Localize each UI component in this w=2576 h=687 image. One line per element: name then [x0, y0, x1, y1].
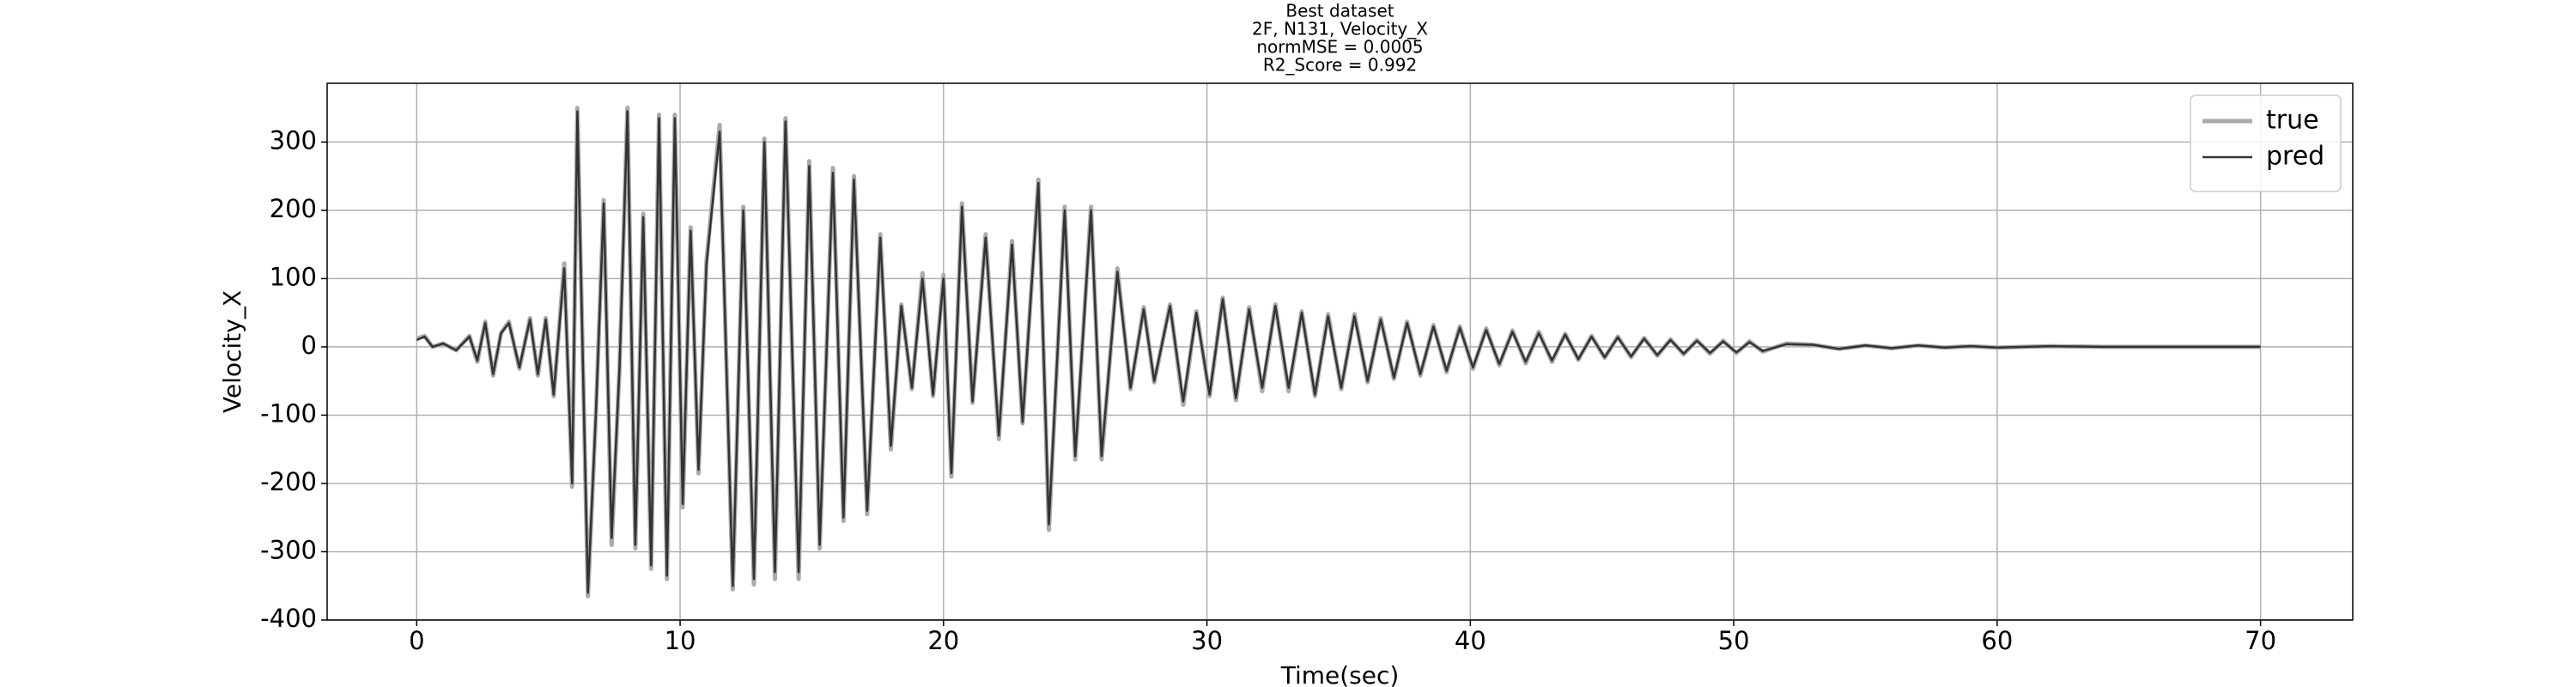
x-tick-label: 50 [1718, 626, 1750, 655]
y-tick-label: -300 [260, 535, 317, 564]
y-axis-label: Velocity_X [218, 290, 246, 413]
x-tick-label: 20 [927, 626, 959, 655]
plot-frame [326, 82, 2354, 621]
legend-label: pred [2266, 142, 2324, 172]
y-tick-label: 100 [270, 262, 317, 291]
data-line [416, 110, 2261, 594]
y-tick-label: -400 [260, 604, 317, 633]
legend-label: true [2266, 106, 2319, 136]
y-tick-label: -200 [260, 467, 317, 496]
y-tick-label: -100 [260, 398, 317, 428]
x-tick-label: 10 [665, 626, 696, 655]
x-tick-label: 0 [409, 626, 424, 655]
x-tick-label: 60 [1981, 626, 2013, 655]
y-tick-label: 300 [270, 125, 317, 155]
x-tick-label: 70 [2245, 626, 2276, 655]
legend: true pred [2190, 94, 2342, 192]
data-line [416, 106, 2261, 599]
chart-title: Best dataset [1285, 1, 1394, 21]
y-tick-label: 0 [301, 331, 317, 360]
x-tick-label: 30 [1191, 626, 1223, 655]
chart-title: 2F, N131, Velocity_X [1252, 19, 1428, 40]
x-axis-label: Time(sec) [1280, 661, 1400, 687]
x-tick-label: 40 [1455, 626, 1486, 655]
chart-title: normMSE = 0.0005 [1256, 37, 1423, 58]
y-tick-label: 200 [270, 194, 317, 223]
chart-title: R2_Score = 0.992 [1263, 55, 1417, 76]
